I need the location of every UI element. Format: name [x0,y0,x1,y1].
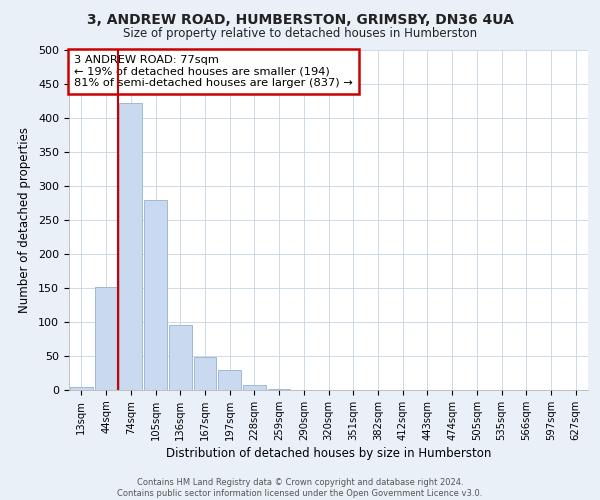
Bar [70,386,93,390]
X-axis label: Distribution of detached houses by size in Humberston: Distribution of detached houses by size … [166,447,491,460]
Bar [218,370,241,390]
Text: Size of property relative to detached houses in Humberston: Size of property relative to detached ho… [123,28,477,40]
Text: 3, ANDREW ROAD, HUMBERSTON, GRIMSBY, DN36 4UA: 3, ANDREW ROAD, HUMBERSTON, GRIMSBY, DN3… [86,12,514,26]
Bar [169,324,191,390]
Text: 3 ANDREW ROAD: 77sqm
← 19% of detached houses are smaller (194)
81% of semi-deta: 3 ANDREW ROAD: 77sqm ← 19% of detached h… [74,55,353,88]
Y-axis label: Number of detached properties: Number of detached properties [18,127,31,313]
Bar [119,103,142,390]
Bar [243,384,266,390]
Bar [194,356,216,390]
Bar [268,388,290,390]
Bar [95,286,118,390]
Bar [144,200,167,390]
Text: Contains HM Land Registry data © Crown copyright and database right 2024.
Contai: Contains HM Land Registry data © Crown c… [118,478,482,498]
